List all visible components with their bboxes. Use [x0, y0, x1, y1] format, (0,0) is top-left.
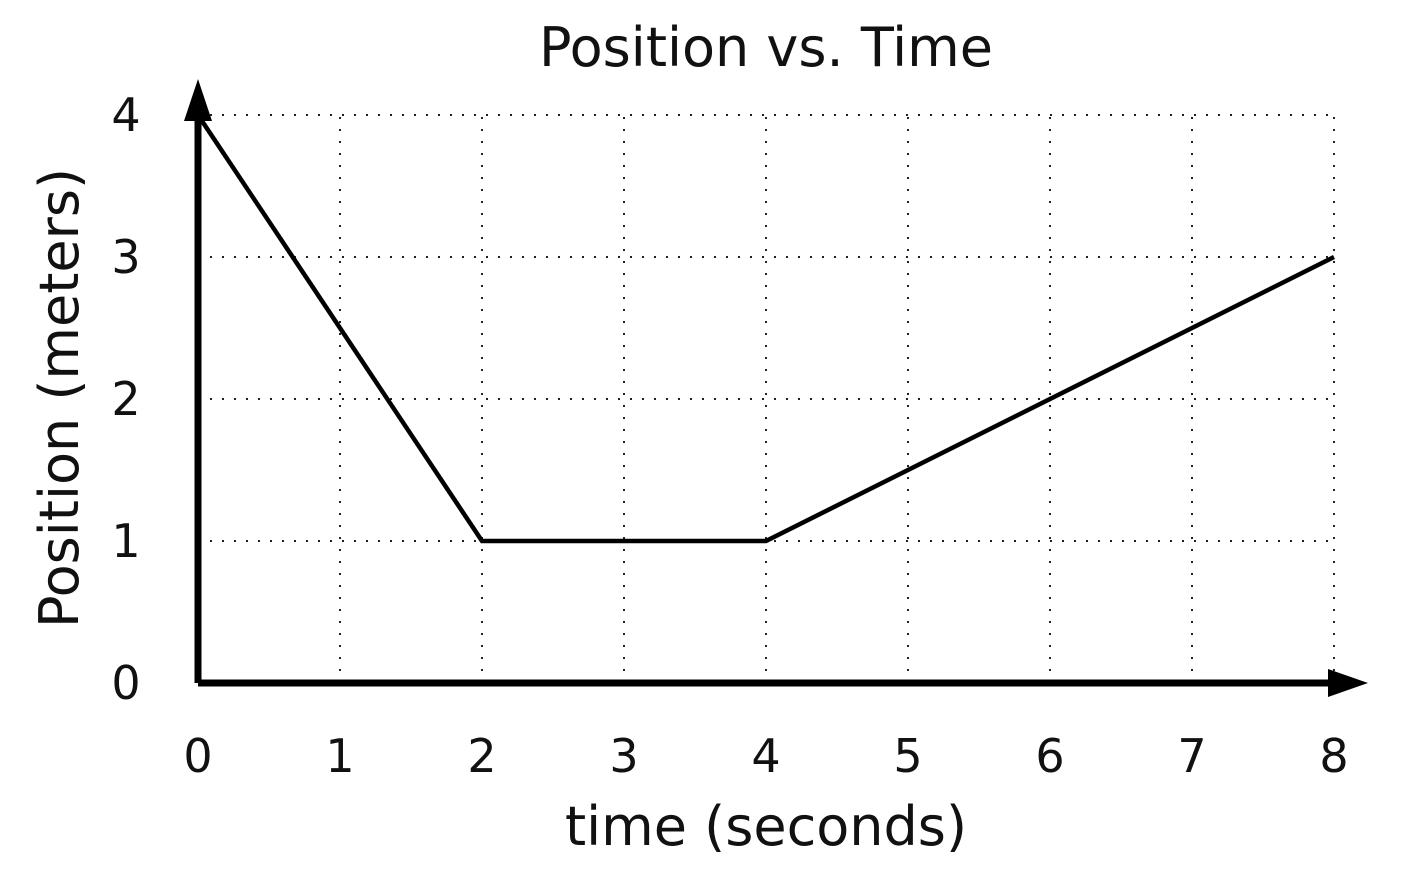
y-tick-label-3: 3: [111, 230, 140, 284]
x-tick-label-8: 8: [1319, 729, 1348, 783]
x-tick-label-3: 3: [609, 729, 638, 783]
tick-labels: 0 1 2 3 4 5 6 7 8 0 1 2 3 4: [111, 88, 1348, 783]
y-axis-arrow-icon: [184, 79, 212, 121]
series: [196, 113, 1336, 544]
y-tick-label-2: 2: [111, 372, 140, 426]
x-axis-label: time (seconds): [565, 795, 967, 858]
x-tick-label-1: 1: [325, 729, 354, 783]
series-line-0: [196, 113, 1336, 544]
x-tick-label-0: 0: [183, 729, 212, 783]
x-tick-label-5: 5: [893, 729, 922, 783]
chart-title: Position vs. Time: [539, 16, 993, 79]
y-tick-label-4: 4: [111, 88, 140, 142]
y-axis-label: Position (meters): [28, 168, 91, 628]
y-tick-label-1: 1: [111, 514, 140, 568]
x-axis-arrow-icon: [1328, 669, 1368, 697]
x-tick-label-2: 2: [467, 729, 496, 783]
x-tick-label-7: 7: [1177, 729, 1206, 783]
x-tick-label-4: 4: [751, 729, 780, 783]
x-tick-label-6: 6: [1035, 729, 1064, 783]
axes: [184, 79, 1368, 697]
grid: [198, 114, 1335, 683]
y-tick-label-0: 0: [111, 656, 140, 710]
